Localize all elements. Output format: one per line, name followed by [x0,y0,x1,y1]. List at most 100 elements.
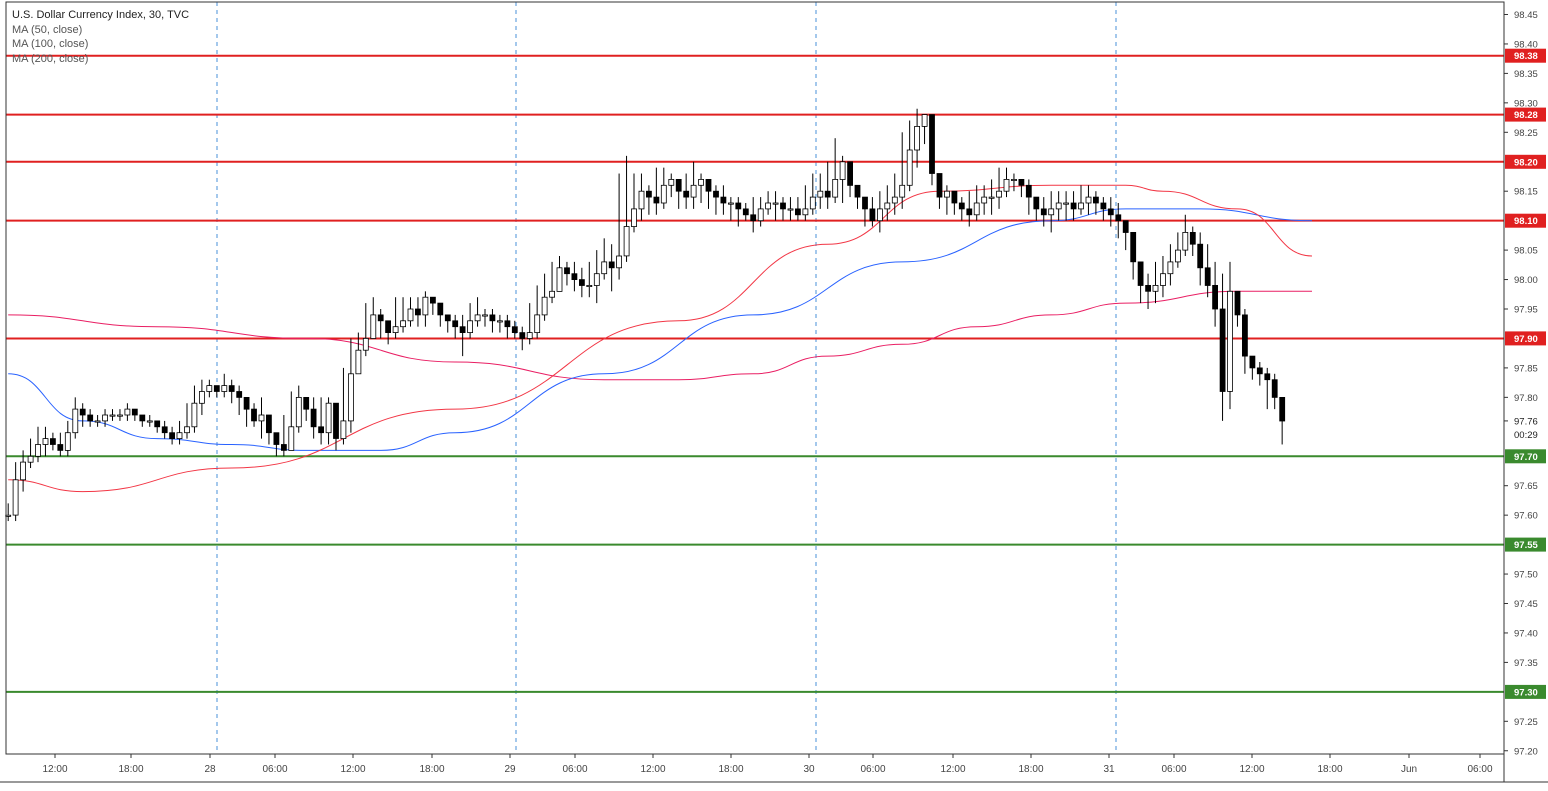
last-price-label: 97.76 [1514,416,1538,427]
candle-down [1234,290,1241,316]
candle-down [1018,178,1025,186]
x-tick-label: 18:00 [1018,764,1043,775]
y-tick-label: 98.25 [1514,128,1538,139]
x-tick-label: 29 [504,764,516,775]
candle-down [735,202,742,210]
candle-down [720,196,727,204]
candle-down [1145,284,1151,292]
candle-up [198,391,205,404]
y-tick-label: 97.35 [1514,658,1538,669]
candle-down [847,161,853,186]
candle-down [131,408,138,416]
candle-up [1167,261,1174,275]
resistance-level-label: 98.28 [1514,110,1538,121]
y-tick-label: 97.40 [1514,628,1538,639]
candle-down [795,208,801,216]
candle-down [303,396,310,410]
candle-up [921,114,928,127]
candle-up [117,414,123,417]
candle-down [1264,373,1271,381]
candle-up [802,208,809,216]
candle-up [1085,196,1092,204]
candle-down [564,267,570,275]
x-tick-label: 06:00 [1467,764,1492,775]
candle-up [1063,202,1069,205]
candle-up [1160,273,1166,286]
candle-up [407,308,414,322]
candle-up [355,349,362,375]
candle-up [668,178,675,186]
candle-up [1078,202,1084,210]
candle-up [35,444,41,457]
candle-down [251,408,257,422]
candle-down [653,196,660,204]
support-level-box [1505,449,1546,464]
ma200-line [8,290,1312,381]
resistance-level-label: 97.90 [1514,334,1538,345]
y-tick-label: 97.45 [1514,599,1538,610]
candle-down [1271,379,1278,398]
candle-down [489,314,496,322]
candle-down [869,208,876,222]
candle-up [176,432,183,440]
candle-up [586,284,593,287]
candle-down [1122,220,1129,233]
candle-down [57,444,64,451]
candle-up [12,479,19,516]
horizontal-levels [6,54,1504,693]
candle-up [877,208,883,222]
y-tick-label: 98.15 [1514,187,1538,198]
day-separators [216,2,1117,754]
candle-down [377,314,384,322]
candle-down [750,214,757,222]
candle-up [482,314,488,317]
candle-up [757,208,764,222]
x-tick-label: 12:00 [42,764,67,775]
support-level-box [1505,684,1546,699]
candle-up [690,184,697,198]
candle-up [109,414,116,417]
candle-down [385,320,392,333]
candle-down [1130,231,1137,263]
candle-up [206,385,213,392]
y-tick-label: 97.60 [1514,511,1538,522]
support-level-label: 97.55 [1514,540,1538,551]
candle-down [1189,231,1196,245]
candle-down [936,173,943,198]
candle-up [981,196,988,204]
candle-up [906,149,913,186]
candle-down [1040,208,1047,216]
support-level-label: 97.70 [1514,452,1538,463]
resistance-level-label: 98.20 [1514,157,1538,168]
x-tick-label: 12:00 [340,764,365,775]
candle-down [780,202,786,210]
candle-down [79,408,86,416]
y-tick-label: 97.20 [1514,746,1538,757]
candle-down [169,432,176,440]
candle-down [87,414,94,422]
candle-down [1279,396,1286,422]
candle-up [474,314,481,322]
candle-up [772,202,779,205]
candle-up [616,255,622,269]
candle-down [862,196,868,210]
candle-down [519,332,526,339]
candle-down [161,426,168,434]
y-tick-label: 97.25 [1514,717,1538,728]
candle-down [705,178,712,192]
support-level-box [1505,537,1546,552]
candle-down [310,408,317,428]
candle-down [1107,208,1114,216]
candle-down [579,279,585,286]
candle-down [675,178,682,192]
x-tick-label: 18:00 [419,764,444,775]
resistance-level-label: 98.38 [1514,51,1538,62]
candle-down [1249,355,1256,369]
resistance-level-box [1505,154,1546,169]
x-tick-label: Jun [1401,764,1417,775]
candle-up [809,196,816,210]
candle-down [504,320,511,328]
candle-down [414,308,421,316]
